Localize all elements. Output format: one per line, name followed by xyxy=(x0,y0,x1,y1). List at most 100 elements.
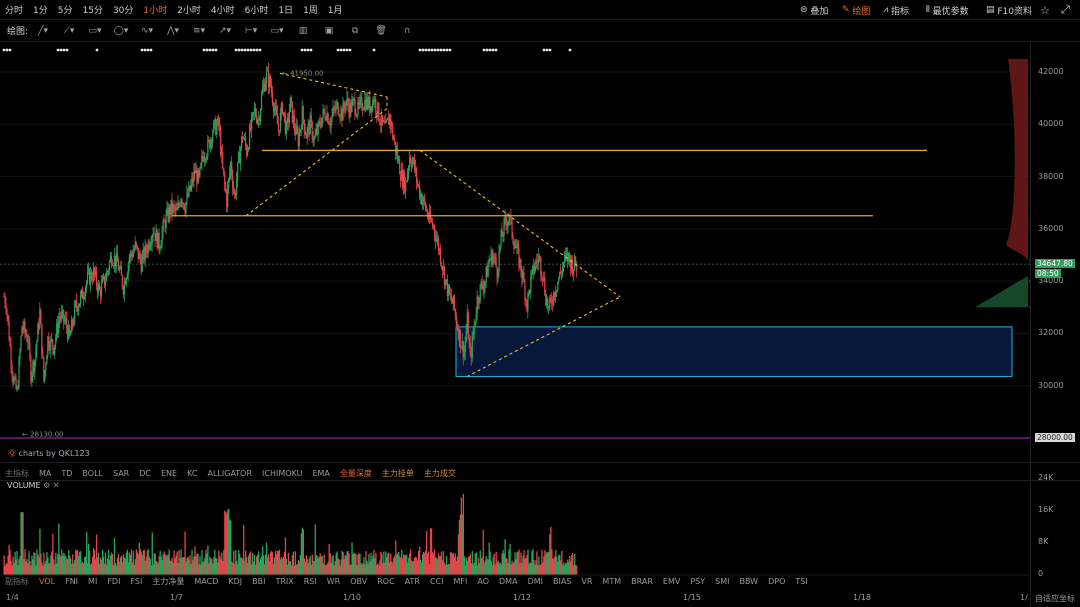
signal-dot xyxy=(56,48,60,52)
candle-body xyxy=(575,256,577,266)
timeframe-3[interactable]: 15分 xyxy=(82,6,103,16)
note-tool-icon[interactable]: ▭▾ xyxy=(270,25,284,36)
circle-tool-icon[interactable]: ◯▾ xyxy=(113,25,129,36)
sub-indicator-11[interactable]: RSI xyxy=(303,576,317,586)
main-indicator-11[interactable]: 全量深度 xyxy=(339,468,372,478)
main-indicator-4[interactable]: SAR xyxy=(112,468,130,478)
main-indicator-6[interactable]: ENE xyxy=(161,468,178,478)
timeframe-8[interactable]: 6小时 xyxy=(244,6,269,16)
sub-indicator-13[interactable]: OBV xyxy=(350,576,368,586)
main-indicator-9[interactable]: ICHIMOKU xyxy=(262,468,303,478)
sub-indicator-10[interactable]: TRIX xyxy=(275,576,294,586)
fullscreen-icon[interactable]: ⤢ xyxy=(1061,3,1070,16)
volume-bar xyxy=(97,552,100,575)
indicators-button[interactable]: ⩘ 指标 xyxy=(883,5,909,17)
auto-fit-button[interactable]: 自适应坐标 xyxy=(1035,594,1075,603)
wave-tool-icon[interactable]: ∿▾ xyxy=(141,25,154,36)
sub-indicator-2[interactable]: FNI xyxy=(65,576,79,586)
chart-tool-icon[interactable]: ▥ xyxy=(298,25,308,36)
params-button[interactable]: ⫴ 最优参数 xyxy=(926,5,969,17)
main-indicator-3[interactable]: BOLL xyxy=(82,468,103,478)
sub-indicator-7[interactable]: MACD xyxy=(194,576,219,586)
timeframe-1[interactable]: 1分 xyxy=(33,6,48,16)
line-tool-icon[interactable]: ╱▾ xyxy=(38,25,49,36)
timeframe-11[interactable]: 1月 xyxy=(327,6,343,16)
overlay-button[interactable]: ⊜ 叠加 xyxy=(800,5,829,17)
candle-body xyxy=(374,98,376,103)
main-indicator-2[interactable]: TD xyxy=(61,468,73,478)
settings-icon[interactable]: ⚙ xyxy=(40,481,51,490)
candle-body xyxy=(503,219,505,236)
alert-dot[interactable] xyxy=(1029,305,1031,310)
draw-button[interactable]: ✎ 绘图 xyxy=(842,5,871,17)
sub-indicator-5[interactable]: FSI xyxy=(130,576,143,586)
pattern-tool-icon[interactable]: ⋀▾ xyxy=(167,25,179,36)
sub-indicator-23[interactable]: MTM xyxy=(602,576,622,586)
f10-button[interactable]: ▤ F10资料 xyxy=(986,5,1033,17)
volume-bar xyxy=(204,558,206,575)
sub-indicator-14[interactable]: ROC xyxy=(377,576,395,586)
brand-label: Ⓠ charts by QKL123 xyxy=(8,449,90,458)
timeframe-10[interactable]: 1周 xyxy=(303,6,318,16)
sub-indicator-15[interactable]: ATR xyxy=(404,576,420,586)
timeframe-7[interactable]: 4小时 xyxy=(210,6,235,16)
volume-bar xyxy=(132,551,135,575)
main-indicator-5[interactable]: DC xyxy=(139,468,151,478)
candle-body xyxy=(394,140,396,142)
candle-body xyxy=(143,249,145,260)
sub-indicator-16[interactable]: CCI xyxy=(429,576,444,586)
fib-tool-icon[interactable]: ≡▾ xyxy=(193,25,206,36)
sub-indicator-9[interactable]: BBI xyxy=(252,576,266,586)
sub-indicator-20[interactable]: DMI xyxy=(527,576,543,586)
sub-indicator-3[interactable]: MI xyxy=(88,576,98,586)
sub-indicator-26[interactable]: PSY xyxy=(690,576,706,586)
sub-indicator-18[interactable]: AO xyxy=(477,576,490,586)
main-indicator-12[interactable]: 主力挂单 xyxy=(381,468,414,478)
volume-bar xyxy=(538,556,540,575)
timeframe-toolbar: 分时 1分 5分 15分 30分 1小时 2小时 4小时 6小时 1日 1周 1月 xyxy=(0,0,1080,20)
ray-tool-icon[interactable]: ⟋▾ xyxy=(63,25,75,36)
sub-indicator-1[interactable]: VOL xyxy=(39,576,56,586)
rect-tool-icon[interactable]: ▭▾ xyxy=(88,25,102,36)
timeframe-4[interactable]: 30分 xyxy=(112,6,134,16)
timeframe-2[interactable]: 5分 xyxy=(57,6,73,16)
candle-body xyxy=(495,257,497,268)
main-indicator-10[interactable]: EMA xyxy=(312,468,330,478)
timeframe-9[interactable]: 1日 xyxy=(278,6,294,16)
main-indicator-13[interactable]: 主力成交 xyxy=(423,468,456,478)
save-icon[interactable]: ▣ xyxy=(324,25,334,36)
star-icon[interactable]: ☆ xyxy=(1040,3,1050,17)
main-indicator-1[interactable]: MA xyxy=(39,468,52,478)
copy-icon[interactable]: ⧉ xyxy=(351,25,359,36)
candle-body xyxy=(195,170,197,174)
sub-indicator-17[interactable]: MFI xyxy=(453,576,468,586)
sub-indicator-12[interactable]: WR xyxy=(326,576,341,586)
sub-indicator-30[interactable]: TSI xyxy=(795,576,808,586)
alert-dot[interactable] xyxy=(1029,258,1031,263)
volume-bar xyxy=(541,549,543,575)
alert-dot[interactable] xyxy=(1029,279,1031,284)
sub-indicator-19[interactable]: DMA xyxy=(499,576,518,586)
arrow-tool-icon[interactable]: ↗▾ xyxy=(219,25,232,36)
candle-body xyxy=(441,266,444,271)
main-indicator-8[interactable]: ALLIGATOR xyxy=(207,468,253,478)
sub-indicator-6[interactable]: 主力净量 xyxy=(152,576,185,586)
main-indicator-7[interactable]: KC xyxy=(187,468,198,478)
timeframe-0[interactable]: 分时 xyxy=(5,6,24,16)
sub-indicator-29[interactable]: DPO xyxy=(768,576,786,586)
sub-indicator-21[interactable]: BIAS xyxy=(552,576,572,586)
timeframe-6[interactable]: 2小时 xyxy=(177,6,201,16)
candle-body xyxy=(75,301,77,306)
close-icon[interactable]: ✕ xyxy=(50,481,60,490)
sub-indicator-24[interactable]: BRAR xyxy=(631,576,653,586)
measure-tool-icon[interactable]: ⊢▾ xyxy=(244,25,258,36)
sub-indicator-25[interactable]: EMV xyxy=(662,576,681,586)
trash-icon[interactable]: 🗑 xyxy=(375,25,387,36)
sub-indicator-4[interactable]: FDI xyxy=(107,576,121,586)
sub-indicator-28[interactable]: BBW xyxy=(739,576,759,586)
magnet-icon[interactable]: ∩ xyxy=(403,25,411,36)
sub-indicator-8[interactable]: KDJ xyxy=(228,576,243,586)
sub-indicator-22[interactable]: VR xyxy=(581,576,593,586)
timeframe-5[interactable]: 1小时 xyxy=(143,6,168,16)
sub-indicator-27[interactable]: SMI xyxy=(715,576,730,586)
